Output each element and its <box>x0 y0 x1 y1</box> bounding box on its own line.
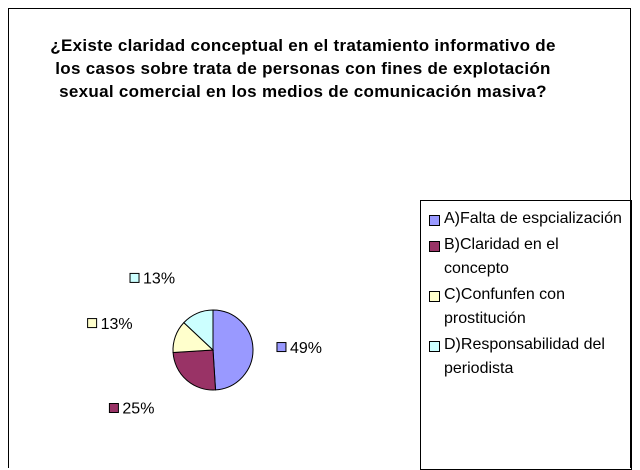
chart: 49% 25% 13% 13% <box>87 271 322 418</box>
legend-entry: D)Responsabilidad del periodista <box>429 333 627 381</box>
legend-label: D)Responsabilidad del periodista <box>444 336 605 377</box>
data-label: 13% <box>101 316 133 333</box>
legend-entry: B)Claridad en el concepto <box>429 233 627 281</box>
legend-swatch <box>429 291 440 302</box>
legend-swatch <box>429 241 440 252</box>
label-swatch <box>129 272 140 283</box>
legend: A)Falta de espcialización B)Claridad en e… <box>420 200 632 470</box>
data-label: 13% <box>143 271 175 288</box>
legend-label: C)Confunfen con prostitución <box>444 286 565 327</box>
legend-entry: A)Falta de espcialización <box>429 207 627 231</box>
label-swatch <box>276 342 287 353</box>
data-label: 49% <box>290 340 322 357</box>
legend-entry: C)Confunfen con prostitución <box>429 283 627 331</box>
legend-label: B)Claridad en el concepto <box>444 236 559 277</box>
label-swatch <box>108 403 119 414</box>
pie-slice <box>212 309 254 391</box>
legend-label: A)Falta de espcialización <box>444 210 622 227</box>
data-label: 25% <box>122 401 154 418</box>
label-swatch <box>87 318 98 329</box>
pie-slice <box>183 309 214 352</box>
chart-title: ¿Existe claridad conceptual en el tratam… <box>50 36 556 101</box>
legend-swatch <box>429 215 440 226</box>
chart-area <box>8 8 631 468</box>
pie-slice <box>172 349 217 391</box>
legend-swatch <box>429 341 440 352</box>
